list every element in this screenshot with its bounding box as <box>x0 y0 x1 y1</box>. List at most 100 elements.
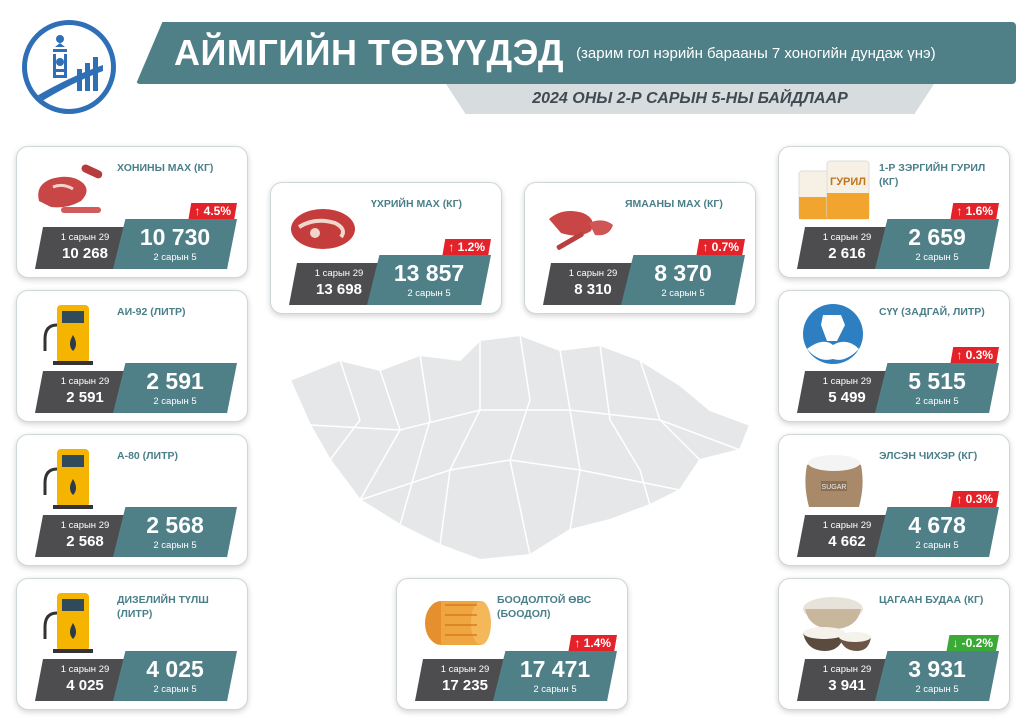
cur-price-box: 17 471 2 сарын 5 <box>493 651 617 701</box>
cur-date: 2 сарын 5 <box>153 540 197 551</box>
prev-date: 1 сарын 29 <box>60 664 110 675</box>
prev-date: 1 сарын 29 <box>822 376 872 387</box>
flour-bag-icon: ГУРИЛ <box>798 160 870 220</box>
cur-date: 2 сарын 5 <box>407 288 451 299</box>
cur-price-box: 2 568 2 сарын 5 <box>113 507 237 557</box>
cur-price-box: 10 730 2 сарын 5 <box>113 219 237 269</box>
cur-price-box: 13 857 2 сарын 5 <box>367 255 491 305</box>
prev-price: 4 025 <box>66 677 104 694</box>
change-badge: ↑ 0.3% <box>950 347 999 364</box>
prev-price: 2 616 <box>828 245 866 262</box>
date-banner: 2024 ОНЫ 2-Р САРЫН 5-НЫ БАЙДЛААР <box>446 84 934 114</box>
prev-date: 1 сарын 29 <box>314 268 364 279</box>
prev-price: 8 310 <box>574 281 612 298</box>
card-milk: СҮҮ (ЗАДГАЙ, ЛИТР) ↑ 0.3% 1 сарын 29 5 4… <box>778 290 1010 422</box>
cur-date: 2 сарын 5 <box>153 252 197 263</box>
page-title: АЙМГИЙН ТӨВҮҮДЭД <box>174 32 565 73</box>
prev-date: 1 сарын 29 <box>60 232 110 243</box>
prev-price: 13 698 <box>316 281 362 298</box>
product-name: ЯМААНЫ МАХ (КГ) <box>625 198 723 210</box>
cur-price-box: 2 659 2 сарын 5 <box>875 219 999 269</box>
prev-date: 1 сарын 29 <box>440 664 490 675</box>
product-name: ХОНИНЫ МАХ (КГ) <box>117 162 214 174</box>
cur-price: 3 931 <box>908 656 966 682</box>
fuel-pump-icon <box>43 449 93 509</box>
cur-date: 2 сарын 5 <box>915 684 959 695</box>
cur-price: 10 730 <box>139 224 211 250</box>
cur-date: 2 сарын 5 <box>153 684 197 695</box>
cur-date: 2 сарын 5 <box>915 252 959 263</box>
change-badge: ↑ 4.5% <box>188 203 237 220</box>
prev-price: 3 941 <box>828 677 866 694</box>
cur-date: 2 сарын 5 <box>915 396 959 407</box>
product-name: ҮХРИЙН МАХ (КГ) <box>371 198 463 210</box>
card-beef: ҮХРИЙН МАХ (КГ) ↑ 1.2% 1 сарын 29 13 698… <box>270 182 502 314</box>
cur-price: 5 515 <box>908 368 966 394</box>
product-name: А-80 (ЛИТР) <box>117 450 179 462</box>
prev-date: 1 сарын 29 <box>822 520 872 531</box>
cur-price-box: 2 591 2 сарын 5 <box>113 363 237 413</box>
card-a80: А-80 (ЛИТР) 1 сарын 29 2 568 2 568 2 сар… <box>16 434 248 566</box>
sugar-sack-icon: SUGAR <box>805 455 863 507</box>
card-hay: БООДОЛТОЙ ӨВС (БООДОЛ) ↑ 1.4% 1 сарын 29… <box>396 578 628 710</box>
product-name: ЦАГААН БУДАА (КГ) <box>879 594 984 606</box>
change-badge: ↑ 0.7% <box>696 239 745 256</box>
prev-price: 10 268 <box>62 245 108 262</box>
meat-icon <box>291 209 355 249</box>
fuel-pump-icon <box>43 305 93 365</box>
cur-date: 2 сарын 5 <box>153 396 197 407</box>
card-ai92: АИ-92 (ЛИТР) 1 сарын 29 2 591 2 591 2 са… <box>16 290 248 422</box>
card-flour: ГУРИЛ 1-Р ЗЭРГИЙН ГУРИЛ (КГ) ↑ 1.6% 1 са… <box>778 146 1010 278</box>
product-name: 1-Р ЗЭРГИЙН ГУРИЛ (КГ) <box>879 162 986 189</box>
cur-price: 2 591 <box>146 368 204 394</box>
fuel-pump-icon <box>43 593 93 653</box>
cur-date: 2 сарын 5 <box>533 684 577 695</box>
prev-date: 1 сарын 29 <box>60 520 110 531</box>
change-badge: ↓ -0.2% <box>946 635 999 652</box>
cur-price: 8 370 <box>654 260 712 286</box>
prev-date: 1 сарын 29 <box>822 664 872 675</box>
product-name: АИ-92 (ЛИТР) <box>117 306 186 318</box>
hay-bale-icon <box>425 601 491 645</box>
milk-icon <box>803 304 863 364</box>
prev-date: 1 сарын 29 <box>822 232 872 243</box>
cur-price-box: 4 678 2 сарын 5 <box>875 507 999 557</box>
cur-price-box: 4 025 2 сарын 5 <box>113 651 237 701</box>
prev-date: 1 сарын 29 <box>60 376 110 387</box>
page-subtitle: (зарим гол нэрийн барааны 7 хоногийн дун… <box>576 44 936 62</box>
mongolia-map <box>288 333 752 562</box>
product-name: ЭЛСЭН ЧИХЭР (КГ) <box>879 450 978 462</box>
logo-emblem <box>22 20 116 114</box>
prev-price: 4 662 <box>828 533 866 550</box>
card-goat: ЯМААНЫ МАХ (КГ) ↑ 0.7% 1 сарын 29 8 310 … <box>524 182 756 314</box>
cur-price-box: 3 931 2 сарын 5 <box>875 651 999 701</box>
cur-price: 2 568 <box>146 512 204 538</box>
meat-icon <box>549 211 613 250</box>
card-diesel: ДИЗЕЛИЙН ТҮЛШ (ЛИТР) 1 сарын 29 4 025 4 … <box>16 578 248 710</box>
change-badge: ↑ 1.2% <box>442 239 491 256</box>
cur-price: 4 025 <box>146 656 204 682</box>
product-name: СҮҮ (ЗАДГАЙ, ЛИТР) <box>879 306 985 318</box>
change-badge: ↑ 1.4% <box>568 635 617 652</box>
cur-price: 4 678 <box>908 512 966 538</box>
card-sugar: SUGAR ЭЛСЭН ЧИХЭР (КГ) ↑ 0.3% 1 сарын 29… <box>778 434 1010 566</box>
prev-price: 2 591 <box>66 389 104 406</box>
prev-date: 1 сарын 29 <box>568 268 618 279</box>
product-name: БООДОЛТОЙ ӨВС (БООДОЛ) <box>497 594 592 621</box>
header-banner: АЙМГИЙН ТӨВҮҮДЭД (зарим гол нэрийн бараа… <box>136 22 1016 84</box>
cur-price-box: 8 370 2 сарын 5 <box>621 255 745 305</box>
prev-price: 5 499 <box>828 389 866 406</box>
cur-date: 2 сарын 5 <box>661 288 705 299</box>
change-badge: ↑ 1.6% <box>950 203 999 220</box>
prev-price: 2 568 <box>66 533 104 550</box>
cur-price: 17 471 <box>519 656 591 682</box>
card-rice: ЦАГААН БУДАА (КГ) ↓ -0.2% 1 сарын 29 3 9… <box>778 578 1010 710</box>
svg-text:SUGAR: SUGAR <box>822 484 847 491</box>
prev-price: 17 235 <box>442 677 488 694</box>
rice-bowl-icon <box>803 597 871 651</box>
change-badge: ↑ 0.3% <box>950 491 999 508</box>
cur-price-box: 5 515 2 сарын 5 <box>875 363 999 413</box>
card-mutton: ХОНИНЫ МАХ (КГ) ↑ 4.5% 1 сарын 29 10 268… <box>16 146 248 278</box>
cur-date: 2 сарын 5 <box>915 540 959 551</box>
svg-text:ГУРИЛ: ГУРИЛ <box>830 176 866 188</box>
